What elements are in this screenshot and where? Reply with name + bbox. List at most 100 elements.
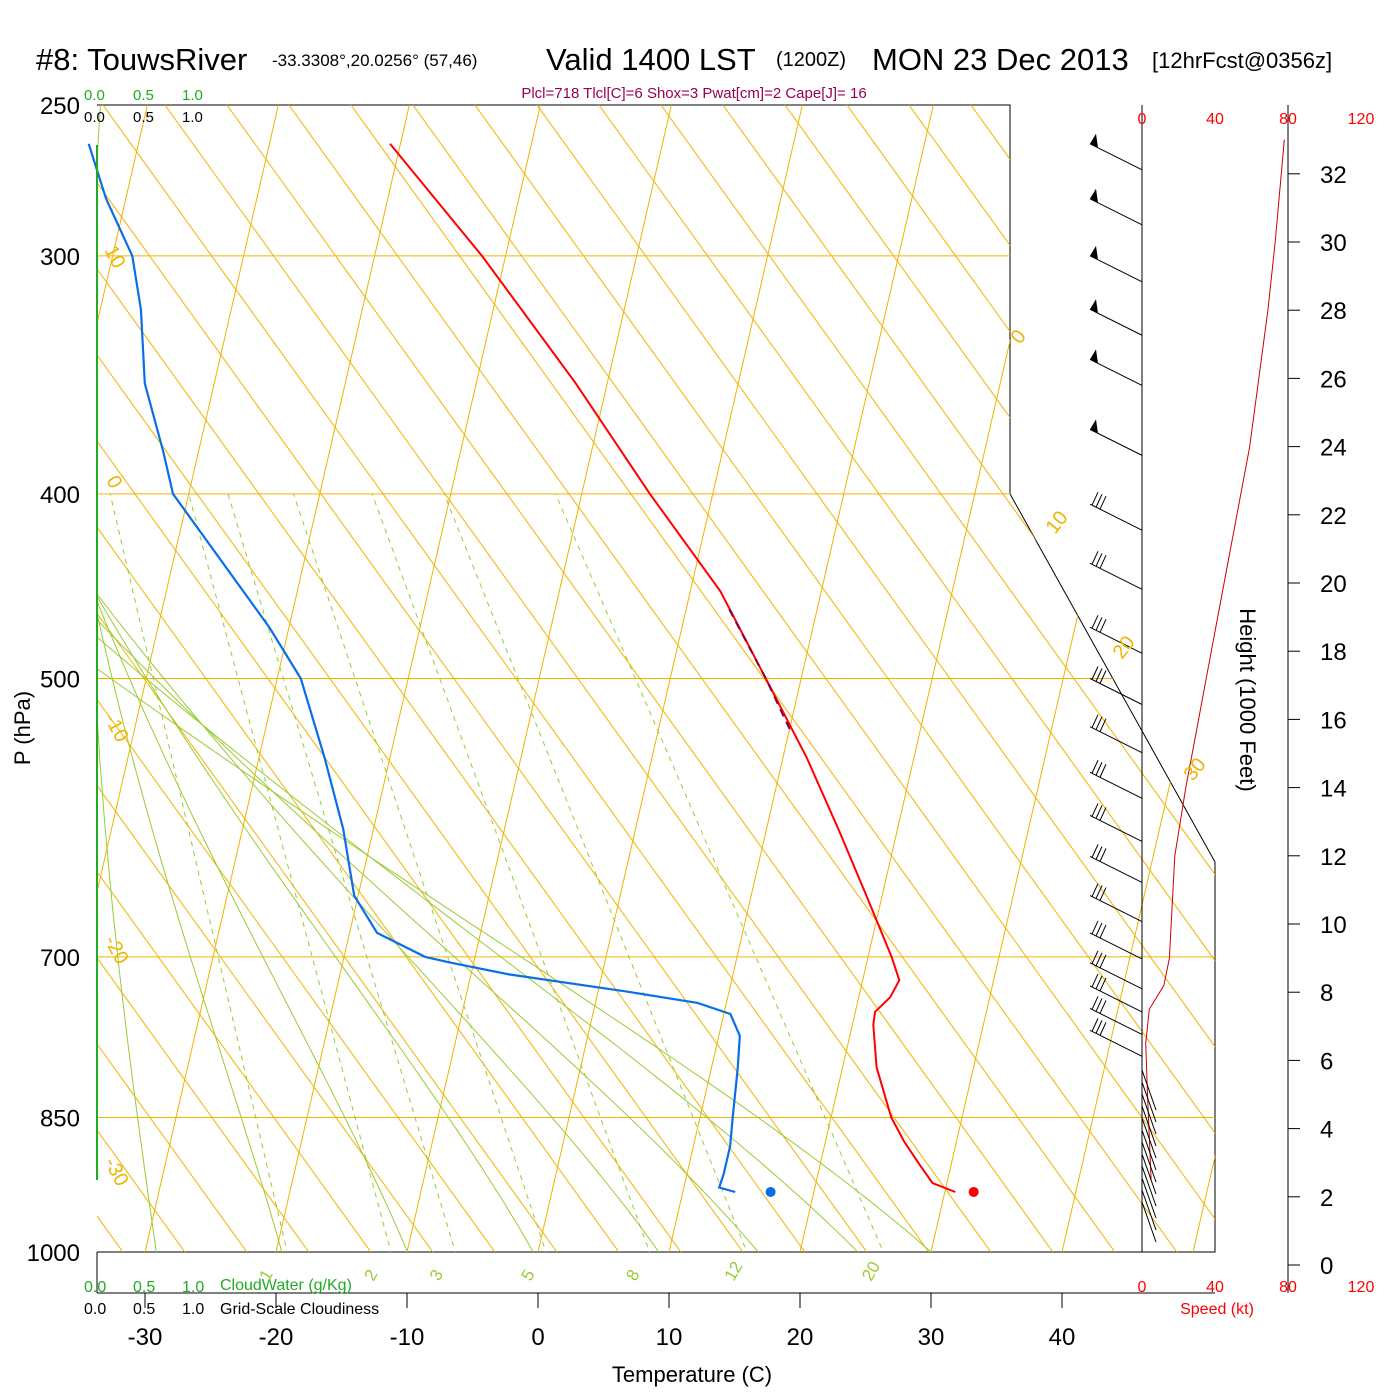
wind-barb-low <box>1141 1081 1157 1123</box>
wind-barb-staff <box>1089 562 1143 590</box>
wind-barb <box>1089 714 1143 754</box>
mixing-ratio-label: 2 <box>360 1266 381 1284</box>
wind-barb-staff <box>1089 895 1143 923</box>
wind-barb <box>1089 973 1143 1013</box>
isotherm-line <box>657 105 948 1252</box>
isotherm-line <box>264 105 555 1252</box>
dry-adiabat-line <box>0 12 42 1312</box>
mixing-ratio-line <box>555 493 898 1252</box>
height-tick-label: 22 <box>1320 503 1347 530</box>
x-tick-label: -10 <box>390 1324 425 1351</box>
cloud-water-tick-top-1: 0.5 <box>133 87 154 104</box>
wind-barb-staff <box>1089 308 1143 336</box>
wind-barb <box>1089 920 1143 960</box>
height-axis-title: Height (1000 Feet) <box>1235 608 1260 791</box>
wind-barb-staff <box>1089 198 1143 226</box>
dry-adiabat-line <box>407 105 1215 1252</box>
parcel-series <box>728 609 794 735</box>
dry-adiabat-line <box>469 105 1215 1252</box>
dry-adiabat-line <box>97 105 849 1252</box>
wind-barb-low <box>1141 1093 1157 1135</box>
dry-adiabat-line <box>717 105 1215 1252</box>
wind-barb-low <box>1141 1153 1157 1195</box>
wind-barb-feather <box>1091 973 1099 988</box>
dry-adiabat-line <box>1338 12 1400 1312</box>
wind-barb-flag <box>1090 419 1098 434</box>
wind-barb <box>1089 349 1143 386</box>
wind-speed-tick-bottom-0: 0 <box>1138 1279 1147 1296</box>
wind-barb-feather <box>1099 954 1107 968</box>
dry-adiabat-line <box>283 105 1215 1252</box>
wind-barb-low <box>1141 1189 1157 1231</box>
dry-adiabat-line <box>159 105 1097 1252</box>
wind-barb-low <box>1141 1117 1157 1159</box>
height-tick-label: 6 <box>1320 1048 1333 1075</box>
wind-barb-staff <box>1089 932 1143 960</box>
surface-dewpoint-marker <box>765 1186 776 1197</box>
wind-barb-feather <box>1099 495 1107 510</box>
moist-adiabat-line <box>97 105 163 1252</box>
wind-barb-feather <box>1095 617 1103 631</box>
wind-barb-feather <box>1095 952 1103 966</box>
wind-barb <box>1089 299 1143 336</box>
wind-barb-flag <box>1090 299 1098 314</box>
pressure-tick-label: 300 <box>40 244 80 271</box>
isotherm-line <box>788 105 1079 1252</box>
wind-barb <box>1089 133 1143 171</box>
wind-barb-flag <box>1090 245 1098 260</box>
moist-adiabat-line <box>97 105 975 1252</box>
temperature-series <box>389 143 956 1193</box>
dry-adiabat-line <box>97 105 973 1252</box>
wind-barb-staff <box>1089 626 1143 654</box>
wind-barb-feather <box>1091 714 1099 728</box>
wind-barb-staff <box>1089 726 1143 754</box>
wind-barb-low <box>1141 1165 1157 1207</box>
wind-barb-staff <box>1089 814 1143 842</box>
pressure-tick-label: 850 <box>40 1106 80 1133</box>
isotherm-line <box>395 105 686 1252</box>
clipped-lines <box>0 12 1400 1312</box>
dry-adiabat-line <box>779 105 1215 1252</box>
mixing-ratio-line <box>227 493 466 1252</box>
wind-barb-feather <box>1099 555 1107 569</box>
height-tick-label: 24 <box>1320 435 1347 462</box>
cloudiness-tick-bottom-2: 1.0 <box>182 1301 204 1318</box>
cloud-water-tick-bottom-2: 1.0 <box>182 1279 204 1296</box>
data-layer <box>87 133 1285 1243</box>
wind-barb-staff <box>1089 985 1143 1013</box>
isotherm-label: -30 <box>100 1154 133 1190</box>
wind-barb-low <box>1141 1177 1157 1219</box>
dry-adiabat-line <box>97 105 353 1252</box>
wind-speed-tick-top-1: 40 <box>1206 111 1224 128</box>
mixing-ratio-line <box>188 493 401 1252</box>
wind-barb-feather <box>1091 666 1099 680</box>
pressure-tick-label: 500 <box>40 667 80 694</box>
wind-barb-feather <box>1099 718 1107 732</box>
wind-barb-flag <box>1090 349 1098 364</box>
dry-adiabat-line <box>97 105 725 1252</box>
mixing-ratio-label: 12 <box>721 1258 747 1284</box>
dry-adiabat-line <box>97 105 911 1252</box>
wind-barb <box>1089 491 1143 531</box>
height-tick-label: 4 <box>1320 1117 1333 1144</box>
mixing-ratio-label: 8 <box>622 1266 643 1284</box>
wind-barb-flag <box>1090 188 1098 203</box>
moist-adiabat-line <box>97 105 425 1252</box>
dry-adiabat-line <box>97 105 477 1252</box>
wind-barb-staff <box>1089 428 1143 456</box>
valid-time: Valid 1400 LST <box>546 42 756 77</box>
wind-barb-staff <box>1089 358 1143 386</box>
moist-adiabat-line <box>97 105 896 1252</box>
wind-barb <box>1089 844 1143 883</box>
wind-barb-staff <box>1089 856 1143 883</box>
pressure-tick-label: 400 <box>40 482 80 509</box>
mixing-ratio-line <box>109 493 296 1252</box>
plot-frame <box>97 104 1216 1253</box>
mixing-ratio-line <box>293 493 558 1252</box>
isotherm-line <box>97 105 293 1252</box>
wind-barb-feather <box>1091 920 1099 935</box>
forecast-label: [12hrFcst@0356z] <box>1152 48 1332 73</box>
cloud-water-tick-bottom-1: 0.5 <box>133 1279 155 1296</box>
wind-barb-staff <box>1089 1007 1143 1035</box>
wind-barb-low <box>1141 1069 1157 1111</box>
